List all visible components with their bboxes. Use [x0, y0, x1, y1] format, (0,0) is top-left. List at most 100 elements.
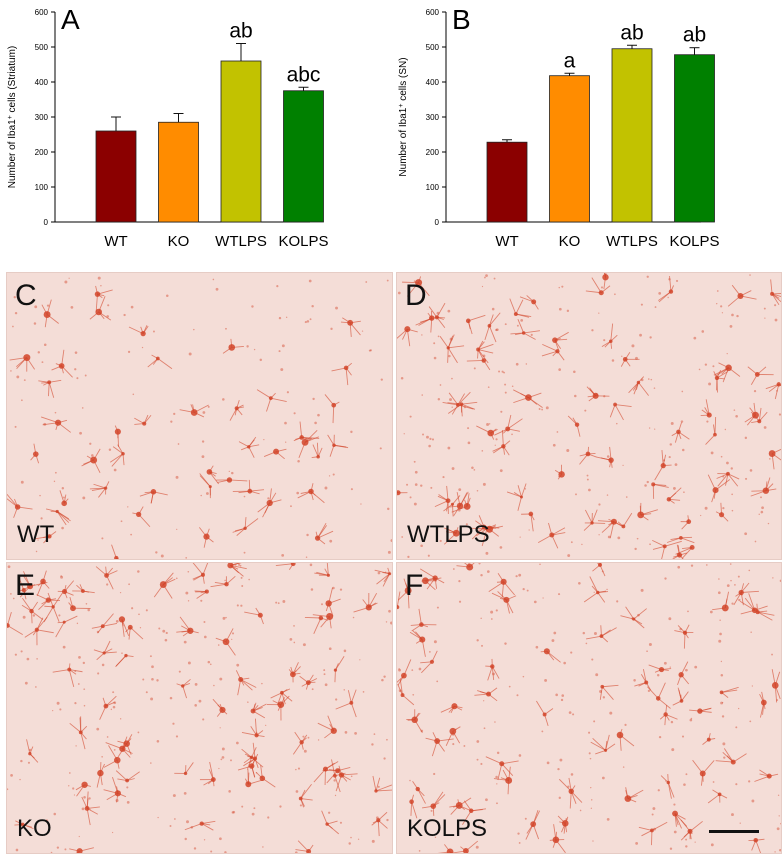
panel-f-dot-6 [738, 598, 741, 602]
panel-d-cell-58 [700, 399, 712, 418]
panel-f-dot-148 [590, 807, 593, 809]
panel-d-cell-17 [513, 389, 543, 409]
panel-c-dot-82 [246, 345, 249, 348]
panel-c-cell-3 [232, 517, 259, 536]
panel-f-cell-51 [660, 774, 675, 799]
panel-f-dot-117 [452, 568, 455, 570]
chart-b-significance-wtlps: ab [620, 21, 643, 44]
panel-e-dot-100 [294, 670, 297, 672]
panel-e-dot-179 [56, 846, 60, 849]
panel-d-dot-102 [485, 551, 489, 555]
panel-d-dot-36 [519, 536, 521, 538]
panel-d-cell-10 [443, 527, 460, 545]
micrograph-d: D WTLPS [396, 272, 782, 560]
panel-d-dot-120 [433, 342, 436, 345]
panel-f-dot-121 [673, 803, 676, 806]
panel-f-dot-182 [658, 735, 662, 739]
panel-e-dot-112 [323, 673, 326, 676]
panel-f-dot-36 [558, 593, 561, 596]
panel-e-dot-158 [101, 756, 103, 758]
panel-c-cell-9 [34, 531, 57, 544]
panel-d-dot-115 [498, 370, 501, 373]
panel-e-dot-25 [238, 563, 241, 566]
panel-f-dot-52 [458, 600, 462, 603]
panel-e-dot-223 [138, 613, 140, 616]
panel-c-dot-5 [166, 294, 169, 297]
panel-e-dot-3 [145, 609, 148, 612]
panel-e-dot-221 [328, 647, 332, 651]
panel-d-dot-96 [439, 384, 442, 386]
panel-d-dot-121 [667, 296, 669, 299]
panel-d-dot-164 [499, 546, 503, 549]
panel-f-dot-61 [735, 783, 738, 786]
panel-e-dot-175 [150, 697, 154, 701]
panel-e-dot-30 [7, 788, 9, 791]
panel-d-dot-1 [421, 394, 424, 396]
panel-d-dot-28 [449, 337, 453, 341]
panel-c-dot-26 [35, 550, 38, 553]
micrograph-f: F KOLPS [396, 562, 782, 854]
panel-e-dot-34 [151, 665, 154, 669]
panel-e-dot-196 [12, 597, 15, 600]
panel-e-dot-82 [10, 774, 13, 777]
panel-d-dot-43 [581, 543, 583, 546]
panel-d-dot-75 [600, 286, 604, 289]
panel-e-dot-65 [27, 761, 30, 764]
panel-e-dot-103 [169, 824, 172, 827]
panel-d-dot-58 [511, 385, 514, 388]
panel-d-cell-38 [750, 407, 768, 424]
panel-f-dot-44 [409, 779, 411, 782]
panel-d-dot-125 [591, 329, 594, 332]
panel-f-cell-46 [755, 603, 775, 621]
panel-e-dot-182 [73, 794, 76, 796]
panel-e-dot-26 [317, 739, 320, 741]
panel-f-dot-153 [774, 851, 776, 853]
panel-f-cell-0 [638, 821, 668, 846]
panel-d-dot-2 [397, 291, 401, 295]
panel-c-dot-111 [267, 497, 270, 500]
panel-d-dot-206 [558, 286, 560, 289]
panel-f-dot-104 [677, 565, 681, 569]
panel-e-dot-149 [219, 677, 223, 681]
panel-f-dot-101 [452, 743, 455, 746]
chart-a-panel-letter: A [61, 4, 80, 35]
panel-f-cell-9 [759, 691, 767, 718]
panel-e-cell-2 [212, 698, 228, 717]
panel-d-dot-9 [682, 448, 685, 452]
panel-d-cell-42 [402, 276, 430, 297]
panel-d-cell-67 [637, 502, 658, 521]
panel-e-dot-220 [198, 699, 202, 703]
panel-d-dot-37 [763, 307, 766, 310]
panel-f-dot-125 [495, 609, 498, 612]
panel-d-cell-65 [506, 483, 527, 511]
panel-c-dot-75 [62, 496, 65, 499]
panel-e-dot-170 [151, 677, 154, 681]
panel-f-cell-40 [440, 703, 463, 714]
panel-c-cell-24 [222, 338, 244, 354]
panel-f-dot-82 [588, 731, 591, 734]
panel-c-dot-8 [350, 430, 353, 434]
panel-c-dot-110 [10, 370, 12, 372]
panel-e-dot-44 [344, 731, 348, 734]
panel-f-dot-111 [735, 726, 738, 729]
panel-e-dot-57 [371, 839, 375, 843]
panel-d-dot-110 [753, 389, 757, 393]
panel-e-dot-84 [184, 837, 187, 841]
panel-c-dot-23 [380, 378, 383, 381]
panel-f-cell-31 [409, 794, 418, 819]
panel-e-cell-19 [91, 613, 118, 634]
panel-e-dot-75 [383, 675, 386, 678]
panel-c-dot-87 [130, 305, 134, 309]
panel-f-cell-52 [590, 734, 616, 755]
panel-c-dot-98 [123, 313, 126, 317]
panel-f-dot-143 [480, 762, 483, 765]
panel-d-dot-72 [701, 330, 705, 333]
panel-e-dot-214 [7, 565, 11, 569]
panel-f-dot-88 [748, 569, 751, 572]
panel-e-cell-49 [199, 761, 216, 787]
panel-f-dot-139 [721, 715, 725, 718]
panel-f-dot-29 [705, 564, 708, 566]
panel-e-cell-62 [270, 688, 293, 706]
panel-f-cell-59 [585, 625, 617, 643]
panel-d-dot-117 [558, 475, 560, 478]
